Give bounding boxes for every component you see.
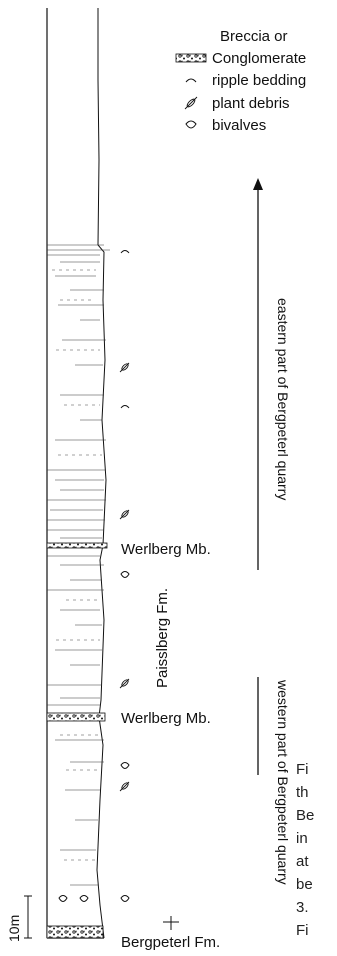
ripple-icon [170, 70, 212, 90]
bivalve-icon [170, 115, 212, 135]
column-right-profile [96, 8, 107, 939]
bivalve-icon [79, 895, 89, 902]
caption-line: Be [296, 807, 315, 824]
plant-debris-icon [119, 678, 130, 689]
plant-debris-icon [119, 509, 130, 520]
bergpeterl-base-bed [46, 925, 104, 939]
ripple-icon [120, 405, 130, 409]
western-part-label: western part of Bergpeterl quarry [275, 680, 291, 885]
caption-line: 3. [296, 899, 309, 916]
caption-line: in [296, 830, 308, 847]
figure-caption-fragment: Fi th Be in at be 3. Fi [296, 758, 337, 942]
caption-line: at [296, 853, 309, 870]
paisslberg-label: Paisslberg Fm. [154, 587, 171, 688]
plant-debris-icon [170, 93, 212, 113]
werlberg-upper-bed [46, 542, 108, 549]
plant-debris-icon [119, 362, 130, 373]
eastern-part-label: eastern part of Bergpeterl quarry [275, 298, 291, 501]
legend-conglomerate: Conglomerate [170, 48, 306, 68]
bivalve-icon [120, 762, 130, 769]
bergpeterl-label: Bergpeterl Fm. [121, 934, 221, 951]
werlberg-lower-label: Werlberg Mb. [121, 710, 211, 727]
scale-bar-label: 10m [6, 914, 22, 942]
caption-line: Fi [296, 761, 309, 778]
plant-debris-icon [119, 781, 130, 792]
scale-bar [24, 895, 32, 939]
bivalve-icon [58, 895, 68, 902]
werlberg-upper-label: Werlberg Mb. [121, 541, 211, 558]
caption-line: Fi [296, 922, 309, 939]
caption-line: th [296, 784, 309, 801]
legend-breccia-line1: Breccia or [220, 27, 288, 45]
conglomerate-pattern-icon [170, 48, 212, 68]
legend-plant: plant debris [170, 93, 290, 113]
legend-ripple: ripple bedding [170, 70, 306, 90]
caption-line: be [296, 876, 313, 893]
legend-bivalves: bivalves [170, 115, 266, 135]
eastern-arrow [253, 178, 263, 570]
bedding-lines [47, 244, 110, 886]
werlberg-lower-bed [46, 712, 106, 722]
ripple-icon [120, 250, 130, 254]
sandstone-ticks [52, 269, 102, 861]
bivalve-icon [120, 571, 130, 578]
cross-marker [163, 916, 179, 930]
bivalve-icon [120, 895, 130, 902]
